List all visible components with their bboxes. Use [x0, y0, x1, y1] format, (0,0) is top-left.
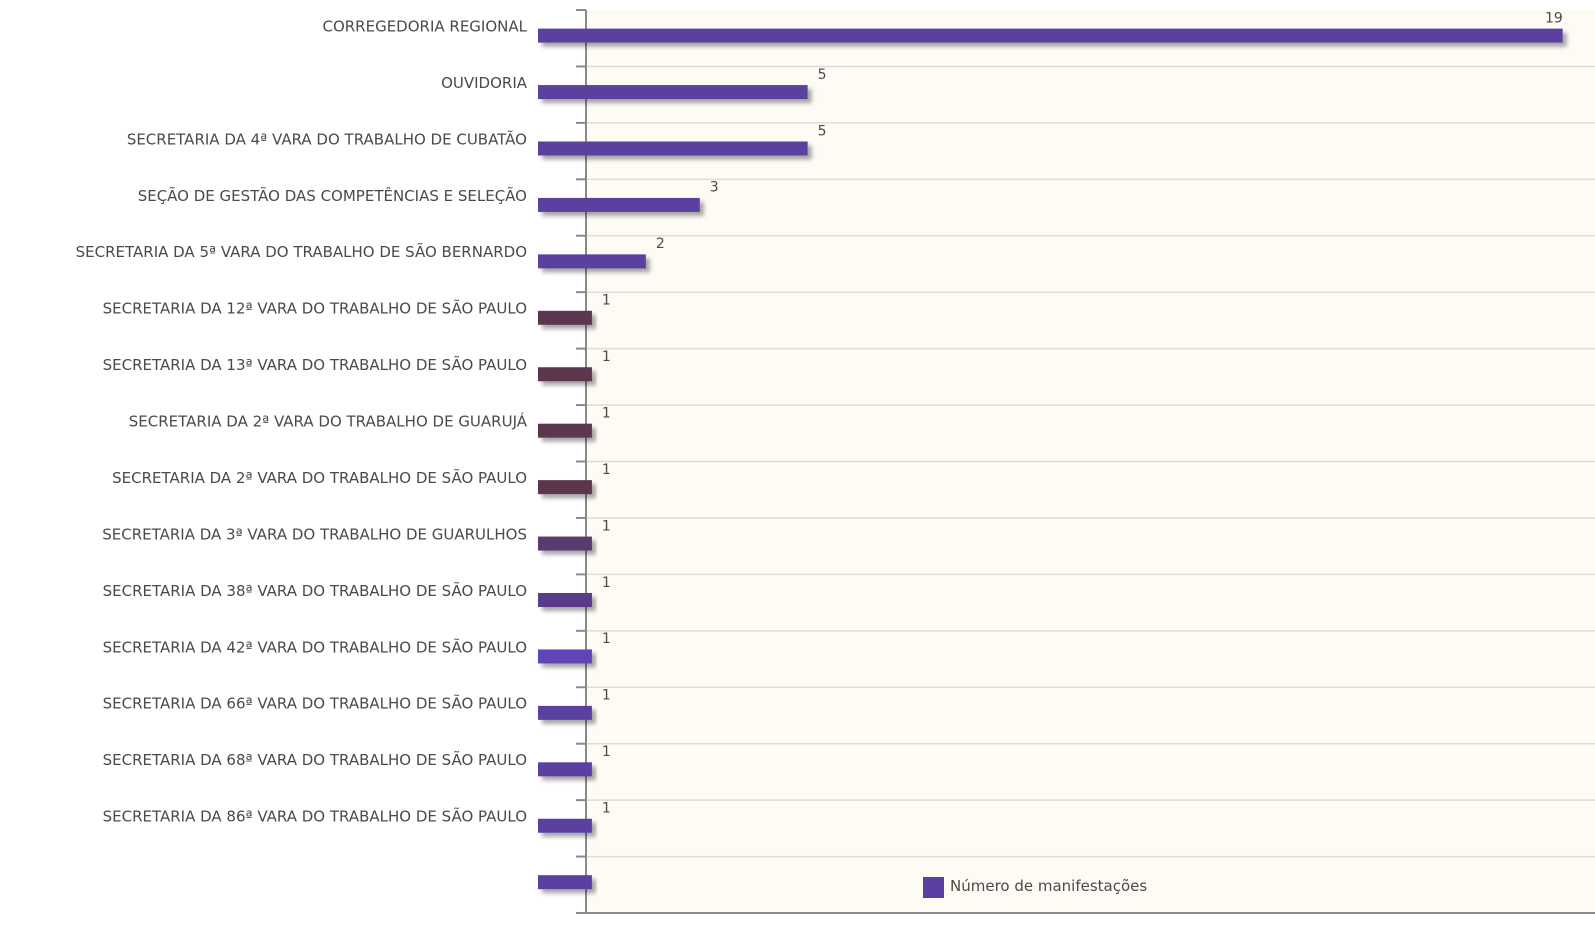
category-label: SECRETARIA DA 12ª VARA DO TRABALHO DE SÃ…: [103, 299, 527, 318]
value-label: 3: [710, 180, 719, 196]
legend: Número de manifestações: [923, 877, 1147, 898]
value-label: 1: [602, 631, 611, 647]
category-label: SECRETARIA DA 4ª VARA DO TRABALHO DE CUB…: [127, 129, 527, 148]
value-label: 1: [602, 405, 611, 421]
category-label: SEÇÃO DE GESTÃO DAS COMPETÊNCIAS E SELEÇ…: [138, 186, 527, 205]
category-label: SECRETARIA DA 2ª VARA DO TRABALHO DE GUA…: [129, 412, 528, 431]
legend-label: Número de manifestações: [950, 877, 1147, 895]
value-label: 1: [602, 293, 611, 309]
value-label: 5: [818, 67, 827, 83]
value-label: 1: [602, 349, 611, 365]
bar: [538, 762, 592, 777]
category-label: CORREGEDORIA REGIONAL: [322, 17, 527, 35]
category-label: SECRETARIA DA 66ª VARA DO TRABALHO DE SÃ…: [103, 694, 527, 713]
bar: [538, 536, 592, 551]
value-label: 1: [602, 801, 611, 817]
bar: [538, 705, 592, 720]
bars: [538, 28, 1563, 890]
value-label: 1: [602, 518, 611, 534]
category-label: SECRETARIA DA 2ª VARA DO TRABALHO DE SÃO…: [112, 468, 527, 487]
bar: [538, 367, 592, 382]
value-label: 5: [818, 123, 827, 139]
category-label: SECRETARIA DA 42ª VARA DO TRABALHO DE SÃ…: [103, 637, 527, 656]
category-label: SECRETARIA DA 38ª VARA DO TRABALHO DE SÃ…: [103, 581, 527, 600]
category-label: OUVIDORIA: [441, 74, 528, 92]
bar: [538, 310, 592, 325]
bar: [538, 254, 646, 269]
bar: [538, 423, 592, 438]
bar: [538, 141, 808, 156]
category-label: SECRETARIA DA 5ª VARA DO TRABALHO DE SÃO…: [76, 242, 527, 261]
value-label: 1: [602, 575, 611, 591]
category-label: SECRETARIA DA 68ª VARA DO TRABALHO DE SÃ…: [103, 750, 527, 769]
value-label: 1: [602, 744, 611, 760]
bar: [538, 875, 592, 890]
value-labels: 19 5 5 3 2 1 1 1 1 1 1 1 1 1 1: [602, 10, 1563, 816]
bar: [538, 818, 592, 833]
category-labels: CORREGEDORIA REGIONAL OUVIDORIA SECRETARIA…: [76, 17, 528, 825]
bar: [538, 85, 808, 100]
value-label: 2: [656, 236, 665, 252]
bar: [538, 197, 700, 212]
gridlines: [586, 65, 1595, 858]
legend-swatch: [923, 877, 944, 898]
value-label: 19: [1545, 10, 1563, 26]
category-label: SECRETARIA DA 86ª VARA DO TRABALHO DE SÃ…: [103, 807, 527, 826]
bar: [538, 592, 592, 607]
bar: [538, 649, 592, 664]
bar: [538, 28, 1563, 43]
bar: [538, 480, 592, 495]
category-label: SECRETARIA DA 13ª VARA DO TRABALHO DE SÃ…: [103, 355, 527, 374]
y-axis-ticks: [576, 9, 586, 914]
value-label: 1: [602, 688, 611, 704]
value-label: 1: [602, 462, 611, 478]
category-label: SECRETARIA DA 3ª VARA DO TRABALHO DE GUA…: [102, 525, 527, 543]
